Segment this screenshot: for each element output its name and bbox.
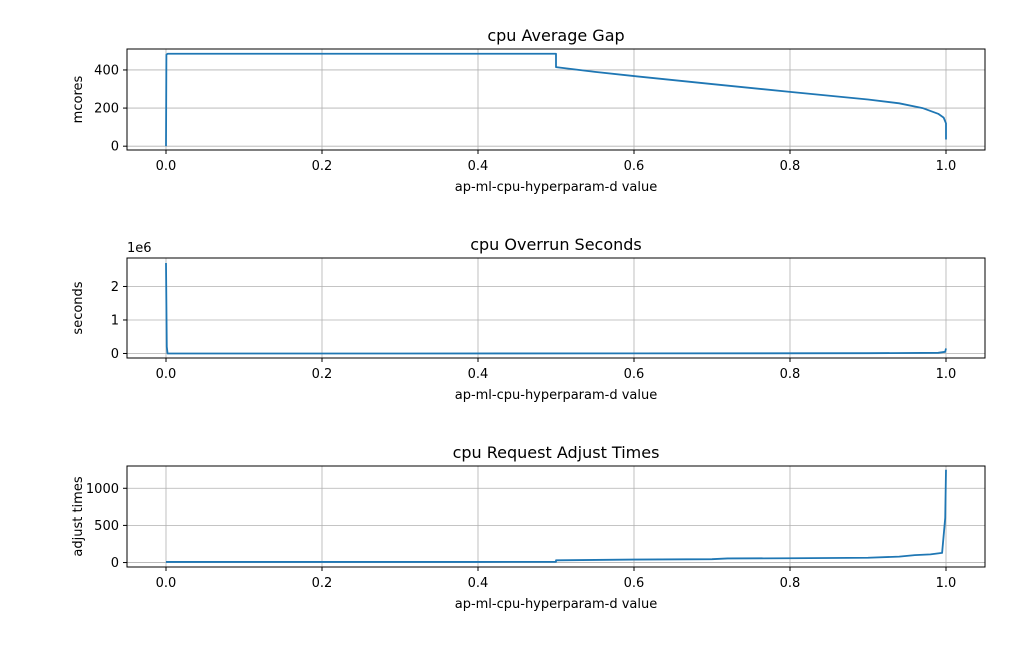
y-tick-label: 0	[111, 347, 119, 362]
x-tick-label: 1.0	[936, 367, 957, 382]
chart-title: cpu Average Gap	[487, 26, 624, 45]
x-axis-label: ap-ml-cpu-hyperparam-d value	[455, 180, 658, 195]
y-tick-label: 2	[111, 280, 119, 295]
x-tick-label: 1.0	[936, 159, 957, 174]
subplot-3: 0.0 0.2 0.4 0.6 0.8 1.0 0 500 1000 cpu Request Ad…	[71, 443, 986, 612]
y-tick-label: 400	[94, 63, 119, 78]
y-tick-label: 0	[111, 556, 119, 571]
x-tick-label: 0.0	[156, 576, 177, 591]
x-tick-label: 0.0	[156, 159, 177, 174]
x-axis-label: ap-ml-cpu-hyperparam-d value	[455, 388, 658, 403]
x-axis-label: ap-ml-cpu-hyperparam-d value	[455, 597, 658, 612]
chart-title: cpu Overrun Seconds	[470, 235, 642, 254]
x-tick-label: 0.2	[312, 159, 333, 174]
y-tick-label: 1	[111, 313, 119, 328]
y-tick-label: 1000	[86, 482, 119, 497]
x-tick-label: 0.0	[156, 367, 177, 382]
plot-frame	[126, 48, 986, 151]
x-tick-label: 0.6	[624, 367, 645, 382]
series-line	[165, 52, 947, 147]
x-tick-label: 0.4	[468, 159, 489, 174]
x-tick-label: 1.0	[936, 576, 957, 591]
x-tick-label: 0.4	[468, 367, 489, 382]
y-tick-label: 200	[94, 102, 119, 117]
x-tick-label: 0.4	[468, 576, 489, 591]
y-axis-label: mcores	[71, 75, 86, 123]
x-tick-label: 0.2	[312, 576, 333, 591]
chart-title: cpu Request Adjust Times	[453, 443, 660, 462]
x-tick-label: 0.2	[312, 367, 333, 382]
y-axis-label: adjust times	[71, 476, 86, 556]
subplot-2: 0.0 0.2 0.4 0.6 0.8 1.0 0 1 2 1e6 cpu Overrun Seco…	[71, 235, 986, 403]
x-tick-label: 0.8	[780, 576, 801, 591]
y-offset-text: 1e6	[127, 241, 152, 256]
series-line	[166, 469, 947, 563]
series-line	[165, 263, 947, 355]
plot-frame	[126, 257, 986, 359]
subplot-1: 0.0 0.2 0.4 0.6 0.8 1.0 0 200 400 cpu Average Gap…	[71, 26, 986, 195]
y-tick-label: 500	[94, 519, 119, 534]
x-tick-label: 0.8	[780, 159, 801, 174]
plot-frame	[126, 465, 986, 568]
y-axis-label: seconds	[71, 281, 86, 334]
y-tick-label: 0	[111, 140, 119, 155]
x-tick-label: 0.6	[624, 159, 645, 174]
x-tick-label: 0.6	[624, 576, 645, 591]
x-tick-label: 0.8	[780, 367, 801, 382]
